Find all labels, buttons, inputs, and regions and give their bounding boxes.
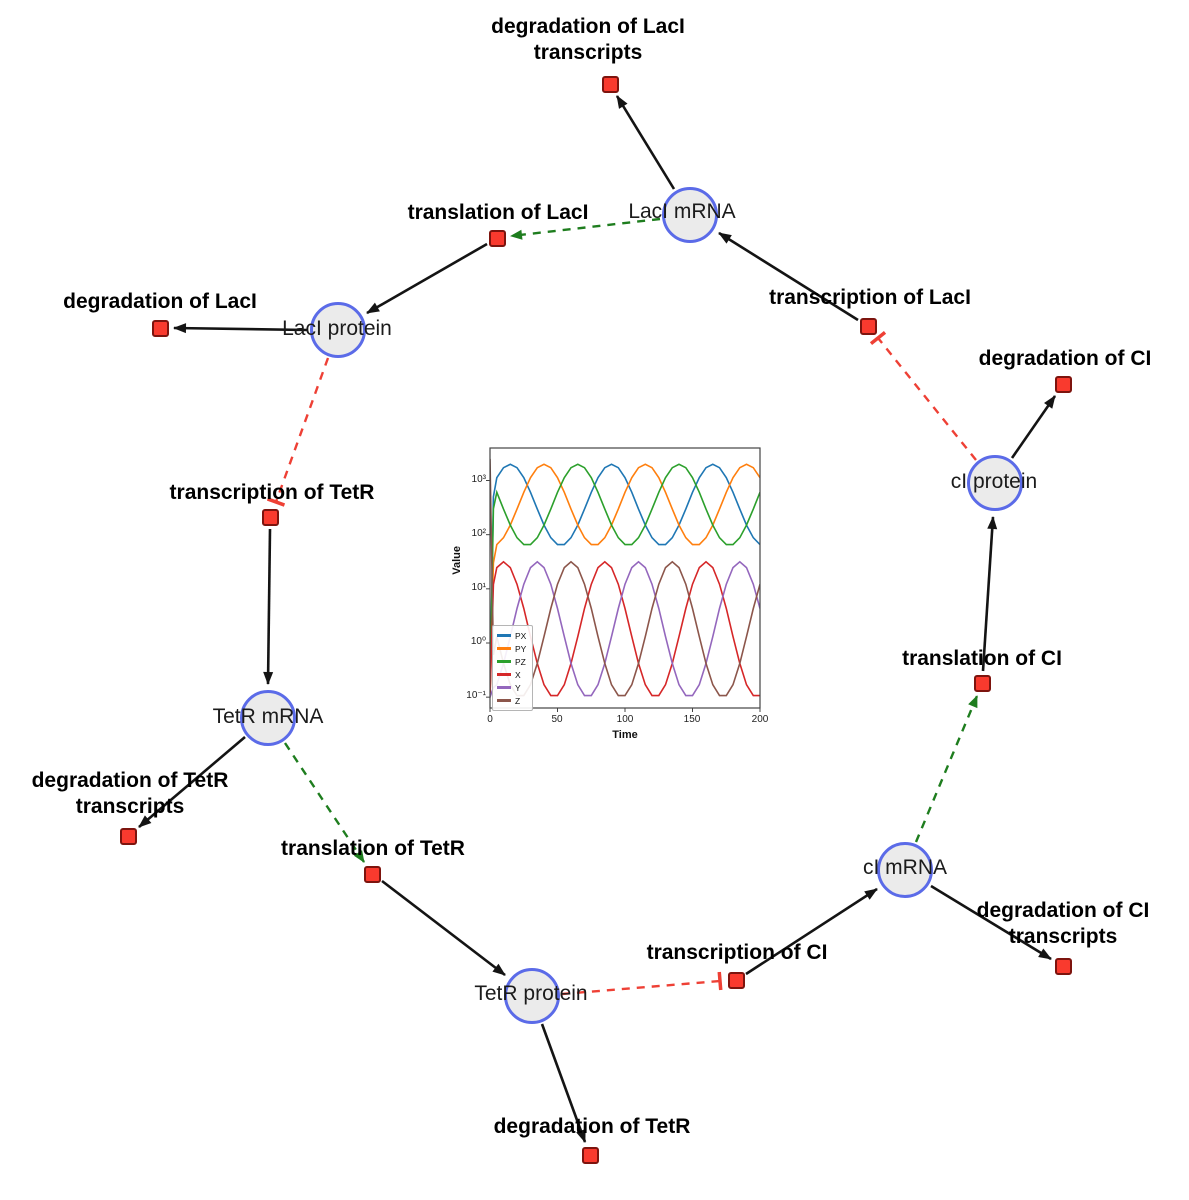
reaction-node-deg-tetr[interactable] [582, 1147, 599, 1164]
edge-tetr-protein-to-deg-tetr [540, 1023, 587, 1143]
reaction-node-transcription-laci[interactable] [860, 318, 877, 335]
reaction-node-deg-laci-transcripts[interactable] [602, 76, 619, 93]
reaction-label: translation of TetR [281, 837, 465, 860]
y-tick-label: 10² [471, 528, 486, 539]
reaction-label: degradation of LacI [63, 290, 257, 313]
edge-inhibition-ci-protein-transcription-laci [869, 330, 977, 461]
legend-swatch-z [497, 699, 511, 702]
legend-label: Z [515, 695, 521, 706]
reaction-node-translation-ci[interactable] [974, 675, 991, 692]
species-label: cI mRNA [863, 856, 947, 879]
species-node-ci-mrna[interactable] [877, 842, 933, 898]
edge-transcription-tetr-to-tetr-mrna [263, 528, 274, 685]
reaction-node-deg-laci[interactable] [152, 320, 169, 337]
legend-label: PY [515, 643, 527, 654]
edge-laci-mrna-to-deg-transcripts [615, 95, 676, 190]
legend-label: PX [515, 630, 527, 641]
legend-swatch-pz [497, 660, 511, 663]
x-tick-label: 100 [616, 714, 634, 725]
edge-translation-laci-to-laci-protein [366, 242, 488, 315]
reaction-label: degradation of LacI transcripts [491, 15, 685, 64]
reaction-label: transcription of TetR [169, 481, 375, 504]
x-tick-label: 150 [683, 714, 701, 725]
reaction-node-transcription-ci[interactable] [728, 972, 745, 989]
reaction-node-transcription-tetr[interactable] [262, 509, 279, 526]
species-node-tetr-protein[interactable] [504, 968, 560, 1024]
edge-translation-tetr-to-tetr-protein [381, 879, 506, 977]
legend-swatch-y [497, 686, 511, 689]
legend-item: PY [497, 642, 526, 655]
x-tick-label: 50 [551, 714, 563, 725]
x-tick-label: 0 [487, 714, 493, 725]
edge-modifier-laci-mrna-translation [510, 217, 661, 240]
x-tick-label: 200 [751, 714, 769, 725]
legend-label: Y [515, 682, 521, 693]
edge-transcription-laci-to-laci-mrna [718, 231, 859, 322]
edge-tetr-mrna-to-deg-transcripts [138, 736, 246, 828]
legend-label: PZ [515, 656, 526, 667]
edge-modifier-ci-mrna-translation [914, 695, 979, 843]
y-axis-label: Value [451, 546, 463, 575]
edge-transcription-ci-to-ci-mrna [745, 887, 878, 976]
legend-swatch-x [497, 673, 511, 676]
species-label: TetR mRNA [212, 705, 324, 728]
species-node-tetr-mrna[interactable] [240, 690, 296, 746]
edge-ci-mrna-to-deg-transcripts [930, 884, 1052, 961]
legend-item: Y [497, 681, 526, 694]
reaction-label: degradation of TetR [493, 1115, 691, 1138]
y-tick-label: 10⁰ [470, 636, 486, 647]
species-label: TetR protein [474, 982, 588, 1005]
edge-laci-protein-to-deg-laci [173, 323, 309, 334]
legend-swatch-px [497, 634, 511, 637]
reaction-label: transcription of CI [646, 941, 828, 964]
species-node-laci-protein[interactable] [310, 302, 366, 358]
reaction-label: degradation of CI [978, 347, 1152, 370]
x-axis-label: Time [612, 729, 638, 741]
species-label: LacI mRNA [628, 200, 736, 223]
edge-inhibition-tetr-protein-transcription-ci [561, 971, 723, 996]
species-label: LacI protein [282, 317, 392, 340]
reaction-node-deg-ci[interactable] [1055, 376, 1072, 393]
y-tick-label: 10³ [471, 474, 486, 485]
chart-legend: PX PY PZ X Y Z [492, 625, 534, 711]
reaction-node-translation-tetr[interactable] [364, 866, 381, 883]
reaction-node-translation-laci[interactable] [489, 230, 506, 247]
reaction-label: degradation of CI transcripts [976, 899, 1150, 948]
legend-label: X [515, 669, 521, 680]
legend-item: Z [497, 694, 526, 707]
reaction-label: transcription of LacI [769, 286, 971, 309]
edge-ci-protein-to-deg-ci [1010, 395, 1057, 459]
legend-item: PZ [497, 655, 526, 668]
simulation-plot: 10³ 10² 10¹ 10⁰ 10⁻¹ 0 50 100 150 200 Ti… [450, 438, 790, 753]
species-label: cI protein [950, 470, 1038, 493]
reaction-node-deg-tetr-transcripts[interactable] [120, 828, 137, 845]
species-node-laci-mrna[interactable] [662, 187, 718, 243]
species-node-ci-protein[interactable] [967, 455, 1023, 511]
reaction-label: translation of CI [902, 647, 1062, 670]
legend-item: PX [497, 629, 526, 642]
reaction-label: degradation of TetR transcripts [31, 769, 229, 818]
y-tick-label: 10¹ [471, 582, 486, 593]
reaction-label: translation of LacI [407, 201, 589, 224]
edge-inhibition-laci-protein-transcription-tetr [266, 357, 330, 507]
legend-swatch-py [497, 647, 511, 650]
edge-translation-ci-to-ci-protein [981, 516, 998, 672]
y-tick-label: 10⁻¹ [466, 690, 486, 701]
reaction-node-deg-ci-transcripts[interactable] [1055, 958, 1072, 975]
legend-item: X [497, 668, 526, 681]
